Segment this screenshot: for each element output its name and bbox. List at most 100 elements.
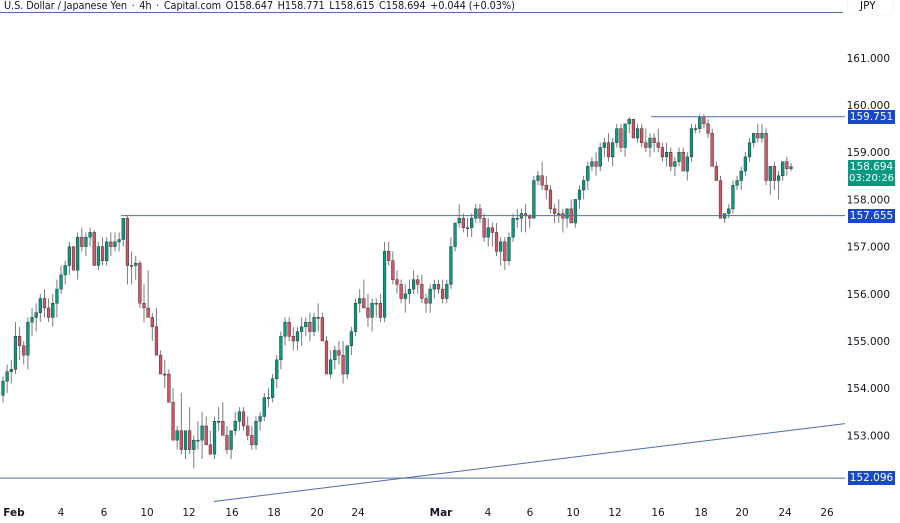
candle-body	[548, 189, 553, 210]
candle-body	[262, 397, 266, 417]
time-tick-label: 26	[820, 507, 834, 519]
price-tick-label: 160.000	[847, 100, 890, 112]
candle-body	[391, 260, 395, 280]
price-tick-label: 158.000	[847, 194, 890, 206]
candle-body	[246, 425, 250, 436]
candle-body	[76, 236, 80, 271]
candle-body	[179, 430, 183, 450]
time-tick-label: 4	[58, 507, 65, 519]
candle-body	[706, 123, 710, 134]
candle-body	[772, 166, 777, 181]
candle-body	[55, 288, 59, 304]
candle-body	[627, 118, 631, 125]
horizontal-lines[interactable]	[0, 116, 845, 479]
candle-body	[51, 303, 55, 318]
candle-body	[22, 345, 26, 356]
candle-body	[735, 180, 739, 186]
candle-body	[785, 161, 789, 169]
candle-body	[420, 284, 424, 299]
candle-body	[606, 142, 611, 158]
candle-body	[287, 321, 291, 337]
candle-body	[727, 208, 731, 214]
symbol-name[interactable]: U.S. Dollar / Japanese Yen	[4, 0, 127, 12]
candle-body	[146, 307, 150, 318]
candle-body	[718, 180, 723, 219]
high-value: H158.771	[277, 0, 325, 12]
candle-body	[528, 215, 532, 219]
candle-body	[453, 222, 457, 247]
price-tick-label: 153.000	[847, 430, 890, 442]
candle-body	[80, 236, 84, 247]
candle-body	[30, 317, 34, 323]
candle-body	[84, 236, 88, 247]
candle-body	[374, 303, 378, 305]
price-axis[interactable]: 161.000 160.000 159.000 158.000 157.000 156.0…	[847, 53, 890, 443]
time-tick-label: 24	[351, 507, 365, 519]
candle-body	[17, 336, 22, 346]
low-value: L158.615	[329, 0, 375, 12]
low-price-tag: 152.096	[848, 471, 895, 486]
candle-body	[573, 199, 577, 224]
time-tick-label: 12	[608, 507, 621, 519]
candle-body	[353, 303, 358, 332]
candle-body	[615, 128, 619, 143]
candle-body	[503, 241, 507, 261]
candle-body	[221, 421, 225, 436]
candle-body	[71, 246, 76, 271]
candle-body	[241, 411, 246, 427]
candle-body	[9, 369, 13, 372]
candle-body	[266, 397, 271, 399]
candle-body	[407, 288, 412, 294]
candle-body	[465, 227, 470, 229]
candle-body	[300, 326, 304, 332]
trendline-line[interactable]	[213, 423, 846, 502]
candle-body	[764, 133, 768, 181]
candle-body	[461, 218, 465, 228]
candle-body	[283, 321, 287, 337]
candle-body	[59, 274, 63, 290]
candle-body	[689, 128, 694, 158]
candle-body	[395, 279, 399, 285]
close-value: C158.694	[379, 0, 426, 12]
candle-body	[631, 118, 635, 139]
candle-body	[225, 435, 229, 450]
candle-body	[731, 185, 735, 210]
candle-body	[142, 303, 146, 309]
candle-body	[324, 340, 329, 375]
candle-body	[167, 373, 171, 403]
candle-body	[125, 218, 130, 266]
candle-body	[494, 232, 499, 252]
candle-body	[623, 123, 627, 148]
candle-body	[113, 241, 117, 247]
candle-body	[1, 380, 5, 396]
candle-body	[685, 156, 689, 172]
time-tick-label: 18	[694, 507, 707, 519]
time-tick-label: 10	[140, 507, 153, 519]
candle-body	[403, 293, 407, 299]
currency-button[interactable]: JPY	[848, 0, 892, 14]
candle-body	[88, 232, 92, 238]
candle-body	[270, 378, 275, 398]
candle-body	[532, 180, 536, 219]
candle-body	[540, 175, 544, 186]
candle-body	[92, 232, 96, 266]
interval[interactable]: 4h	[139, 0, 152, 12]
chart-header: U.S. Dollar / Japanese Yen · 4h · Capital.co…	[4, 0, 519, 12]
candle-body	[47, 307, 51, 318]
candle-body	[710, 133, 714, 167]
last-price-tag: 158.694 03:20:26	[848, 159, 895, 186]
trendline[interactable]	[213, 423, 846, 502]
candle-body	[237, 411, 241, 422]
candle-body	[544, 185, 548, 191]
time-axis[interactable]: Feb 4 6 10 12 16 18 20 24 Mar 4 6 10 12 16 18 20 24 26	[3, 507, 834, 519]
candle-body	[175, 430, 179, 441]
candle-body	[138, 262, 142, 304]
candle-body	[333, 350, 337, 361]
time-tick-label: 10	[566, 507, 579, 519]
candle-body	[96, 246, 100, 266]
candle-body	[673, 161, 677, 167]
candle-body	[490, 227, 494, 233]
candle-body	[67, 246, 71, 266]
candle-body	[200, 425, 204, 441]
